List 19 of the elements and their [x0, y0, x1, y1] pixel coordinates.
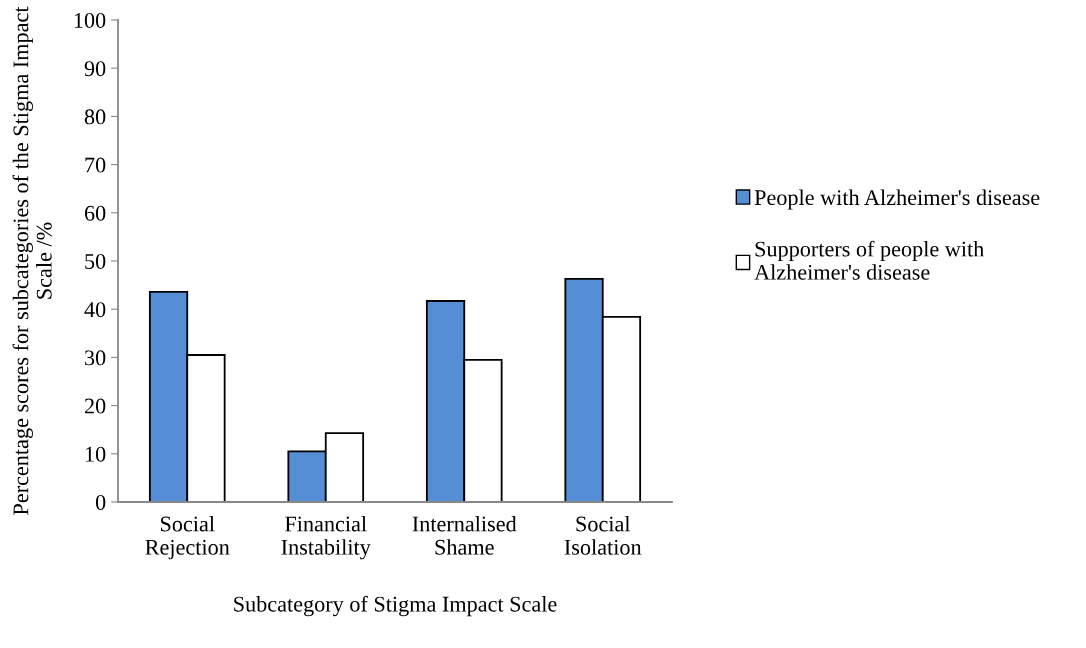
x-axis-title: Subcategory of Stigma Impact Scale — [234, 595, 557, 617]
x-tick-label: Social Isolation — [564, 515, 642, 555]
y-tick-label: 10 — [85, 446, 106, 462]
y-tick-label: 0 — [95, 494, 106, 510]
y-axis-title: Percentage scores for subcategories of the Stigma Impact Scale /% — [12, 6, 52, 515]
y-tick-label: 80 — [84, 109, 106, 125]
x-tick-label: Financial Instability — [281, 515, 371, 560]
x-tick-label: Social Rejection — [145, 515, 230, 560]
y-tick-label: 20 — [84, 398, 106, 414]
legend-label: People with Alzheimer's disease — [754, 189, 1040, 210]
y-tick-label: 50 — [85, 253, 106, 269]
y-tick-label: 100 — [74, 12, 106, 28]
y-tick-label: 90 — [84, 61, 106, 77]
y-tick-label: 70 — [85, 157, 106, 173]
y-tick-label: 60 — [84, 205, 106, 221]
x-tick-label: Internalised Shame — [412, 515, 517, 555]
y-tick-label: 30 — [85, 350, 106, 366]
legend-label: Supporters of people with Alzheimer's disease — [754, 240, 985, 280]
y-tick-label: 40 — [84, 302, 106, 318]
